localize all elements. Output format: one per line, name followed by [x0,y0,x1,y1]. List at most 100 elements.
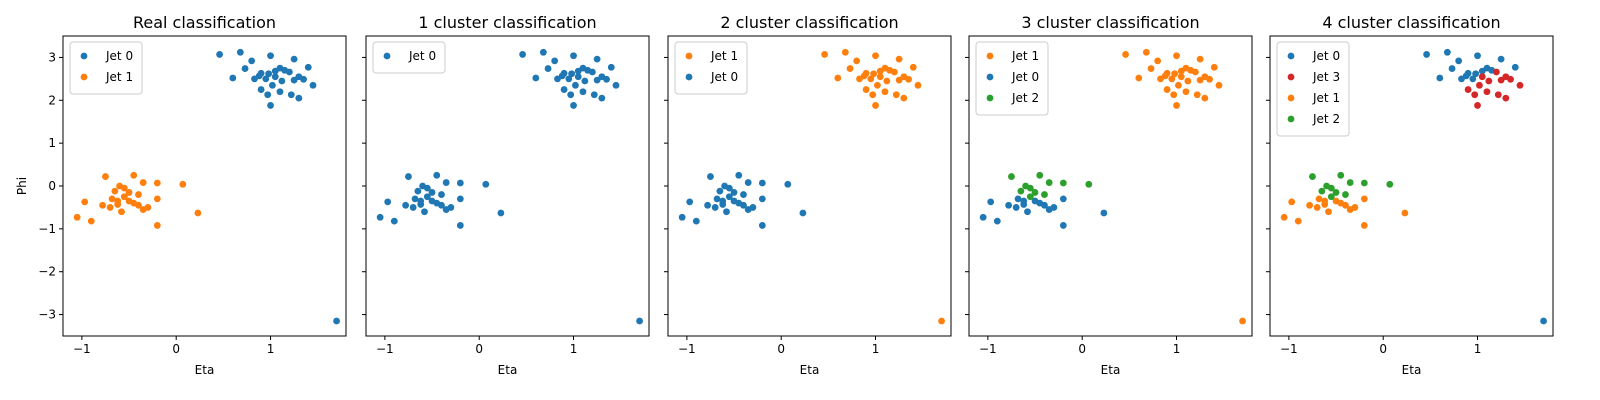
data-point [1239,317,1246,325]
data-point [1020,197,1028,205]
data-point [593,55,601,63]
data-point [740,191,747,198]
y-tick-label: 2 [48,93,56,107]
legend-box [1276,41,1350,137]
x-tick-label: −1 [678,342,696,356]
data-point [593,76,601,84]
data-point [846,65,854,72]
legend: Jet 0 Jet 3 Jet 1 Jet 2 [1276,41,1350,137]
legend-label: Jet 3 [1312,70,1340,84]
legend-box [372,41,446,74]
data-point [758,222,766,229]
data-point [1306,201,1314,209]
data-point [1327,184,1335,192]
data-point [262,75,270,83]
data-point [257,86,265,93]
data-point [130,199,138,207]
series-jet-2 [1008,171,1093,201]
legend-marker [986,94,994,102]
data-point [560,86,568,93]
data-point [678,213,686,221]
legend: Jet 0 Jet 1 [69,41,143,95]
data-point [111,187,119,195]
x-tick-label: 0 [1078,342,1086,356]
y-tick-label: −2 [38,265,56,279]
data-point [1464,86,1472,93]
data-point [598,94,606,102]
data-point [716,187,724,195]
data-point [125,189,133,196]
data-point [1206,75,1213,83]
data-point [519,51,526,58]
data-point [744,179,752,186]
data-point [872,102,879,109]
data-point [309,81,317,89]
data-point [269,81,276,89]
legend-marker [1287,73,1295,81]
data-point [579,88,587,96]
data-point [1540,317,1547,325]
x-tick-label: 0 [1379,342,1387,356]
data-point [895,76,903,84]
data-point [1474,52,1481,60]
data-point [1171,70,1179,78]
legend-marker [685,73,693,81]
data-point [1193,91,1201,99]
data-point [938,317,945,325]
data-point [872,52,879,60]
data-point [1472,70,1480,78]
data-point [402,201,410,209]
data-point [139,179,147,186]
data-point [1085,180,1093,188]
data-point [874,81,881,89]
data-point [1436,74,1444,82]
data-point [1342,201,1349,209]
data-point [881,88,889,96]
data-point [1163,86,1171,93]
data-point [278,77,286,85]
data-point [636,317,643,325]
data-point [153,179,161,187]
data-point [1041,201,1048,209]
data-point [532,74,540,82]
data-point [713,195,721,203]
y-tick-label: −1 [38,222,56,236]
data-point [1288,198,1296,206]
data-point [876,67,884,75]
data-point [411,195,419,203]
data-point [799,209,807,217]
data-point [1017,187,1025,195]
data-point [979,213,987,221]
data-point [574,67,582,75]
data-point [568,70,576,78]
legend-marker [1287,52,1295,60]
data-point [423,184,431,192]
data-point [1122,51,1129,58]
data-point [1448,65,1456,72]
data-point [735,199,743,207]
y-tick-label: −3 [38,308,56,322]
data-point [1401,209,1409,217]
data-point [1386,180,1394,188]
data-point [120,193,128,201]
data-point [784,180,792,188]
data-point [73,213,81,221]
data-point [1462,72,1470,80]
y-tick-label: 3 [48,50,56,64]
data-point [558,72,566,80]
data-point [1294,217,1302,225]
chart-title: 3 cluster classification [1021,13,1199,32]
data-point [423,193,431,201]
data-point [409,204,417,211]
data-point [271,73,279,81]
legend-marker [685,52,693,60]
data-point [267,102,274,109]
data-point [565,75,573,83]
data-point [539,48,547,56]
data-point [1196,76,1204,84]
data-point [1045,179,1053,186]
data-point [1154,57,1162,65]
data-point [130,171,138,179]
data-point [265,70,273,78]
